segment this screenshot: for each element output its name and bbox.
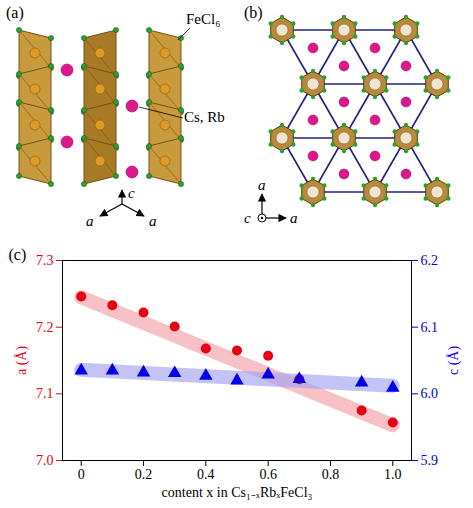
svg-text:6.0: 6.0 xyxy=(421,386,439,401)
svg-text:c: c xyxy=(128,185,135,201)
svg-text:a: a xyxy=(290,210,298,226)
svg-text:7.3: 7.3 xyxy=(36,253,54,268)
svg-text:Cs, Rb: Cs, Rb xyxy=(184,109,225,125)
svg-text:7.1: 7.1 xyxy=(36,386,54,401)
svg-text:6.1: 6.1 xyxy=(421,320,439,335)
svg-text:0.4: 0.4 xyxy=(197,467,215,482)
svg-text:(a): (a) xyxy=(6,4,24,22)
svg-text:c: c xyxy=(244,210,251,226)
svg-text:c (Å): c (Å) xyxy=(446,346,462,375)
svg-text:a: a xyxy=(86,213,94,229)
svg-text:0.6: 0.6 xyxy=(259,467,277,482)
svg-text:0: 0 xyxy=(78,467,85,482)
svg-text:FeCl₆: FeCl₆ xyxy=(186,11,220,27)
svg-text:0.2: 0.2 xyxy=(135,467,153,482)
svg-text:1.0: 1.0 xyxy=(384,467,402,482)
svg-text:(c): (c) xyxy=(9,246,27,264)
svg-text:a: a xyxy=(258,177,266,193)
svg-text:6.2: 6.2 xyxy=(421,253,439,268)
svg-text:5.9: 5.9 xyxy=(421,453,439,468)
svg-text:(b): (b) xyxy=(244,4,263,22)
svg-text:a: a xyxy=(149,213,157,229)
svg-text:7.0: 7.0 xyxy=(36,453,54,468)
svg-text:a (Å): a (Å) xyxy=(14,346,30,375)
svg-text:0.8: 0.8 xyxy=(322,467,340,482)
svg-text:7.2: 7.2 xyxy=(36,320,54,335)
svg-text:content x in Cs₁₋ₓRbₓFeCl₃: content x in Cs₁₋ₓRbₓFeCl₃ xyxy=(162,485,313,500)
